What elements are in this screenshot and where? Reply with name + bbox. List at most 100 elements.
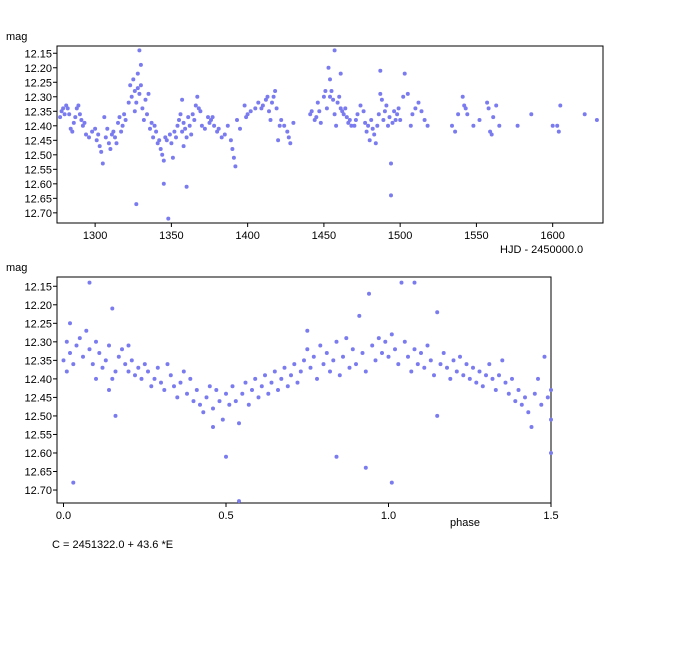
data-point — [178, 112, 183, 117]
data-point — [235, 118, 239, 122]
data-point — [143, 97, 148, 102]
data-point — [129, 94, 134, 99]
data-point — [116, 354, 121, 359]
data-point — [526, 410, 531, 415]
data-point — [62, 112, 67, 117]
data-point — [225, 123, 230, 128]
x-tick-label: 1350 — [159, 230, 183, 242]
data-point — [174, 135, 178, 140]
data-point — [243, 380, 248, 385]
data-point — [419, 109, 424, 114]
data-point — [82, 120, 87, 125]
data-point — [270, 100, 274, 105]
data-point — [381, 118, 386, 122]
data-point — [500, 358, 505, 363]
data-point — [64, 369, 69, 374]
data-point — [246, 402, 251, 407]
data-point — [332, 48, 337, 53]
data-point — [219, 135, 224, 140]
data-point — [441, 351, 446, 355]
data-point — [493, 388, 498, 392]
data-point — [152, 376, 157, 381]
data-point — [467, 376, 472, 381]
y-tick-label: 12.35 — [24, 355, 52, 367]
data-point — [77, 336, 82, 341]
data-point — [463, 106, 468, 111]
y-tick-label: 12.35 — [24, 106, 52, 118]
data-point — [94, 339, 98, 344]
data-point — [245, 112, 250, 117]
data-point — [334, 339, 339, 344]
data-point — [238, 126, 242, 131]
data-point — [480, 384, 485, 389]
data-point — [237, 499, 241, 504]
data-point — [523, 395, 527, 400]
data-point — [181, 369, 186, 374]
data-point — [107, 388, 111, 392]
data-point — [134, 100, 139, 105]
data-point — [220, 417, 225, 422]
data-point — [347, 365, 352, 370]
data-point — [386, 354, 391, 359]
data-point — [87, 347, 92, 352]
data-point — [343, 106, 348, 111]
data-point — [582, 112, 587, 117]
data-point — [178, 380, 183, 385]
data-point — [422, 365, 427, 370]
data-point — [164, 138, 169, 143]
data-point — [108, 147, 113, 151]
data-point — [549, 388, 553, 392]
data-point — [484, 373, 488, 378]
data-point — [412, 280, 417, 285]
data-point — [161, 158, 166, 163]
data-point — [132, 109, 137, 114]
data-point — [529, 112, 534, 117]
data-point — [227, 402, 232, 407]
data-point — [188, 376, 193, 381]
data-point — [106, 141, 111, 146]
data-point — [211, 406, 215, 411]
data-point — [349, 123, 354, 128]
data-point — [240, 391, 245, 396]
y-tick-label: 12.55 — [24, 429, 52, 441]
data-point — [357, 313, 362, 318]
data-point — [315, 376, 319, 381]
data-point — [129, 358, 134, 363]
y-tick-label: 12.15 — [24, 48, 52, 60]
data-point — [265, 94, 270, 99]
data-point — [451, 358, 456, 363]
data-point — [71, 120, 76, 125]
data-point — [282, 365, 287, 370]
data-point — [286, 135, 291, 140]
data-point — [276, 388, 280, 392]
data-point — [198, 109, 203, 114]
data-point — [344, 115, 349, 120]
data-point — [298, 369, 303, 374]
data-point — [186, 115, 191, 120]
data-point — [135, 71, 140, 76]
data-point — [250, 388, 254, 392]
data-point — [266, 391, 271, 396]
data-point — [513, 399, 518, 404]
data-point — [321, 94, 326, 99]
data-point — [97, 351, 102, 355]
y-tick-label: 12.70 — [24, 208, 52, 220]
data-point — [361, 109, 366, 114]
data-point — [328, 77, 332, 82]
data-point — [162, 388, 167, 392]
data-point — [167, 132, 172, 137]
data-point — [390, 120, 395, 125]
data-point — [94, 138, 99, 143]
data-point — [438, 362, 443, 367]
data-point — [191, 399, 196, 404]
y-tick-label: 12.70 — [24, 485, 52, 497]
data-point — [253, 376, 258, 381]
data-point — [71, 480, 76, 485]
data-point — [370, 343, 375, 348]
top-ylabel: mag — [6, 31, 27, 43]
data-point — [166, 216, 171, 221]
data-point — [195, 94, 200, 99]
data-point — [352, 123, 357, 128]
data-point — [465, 112, 470, 117]
